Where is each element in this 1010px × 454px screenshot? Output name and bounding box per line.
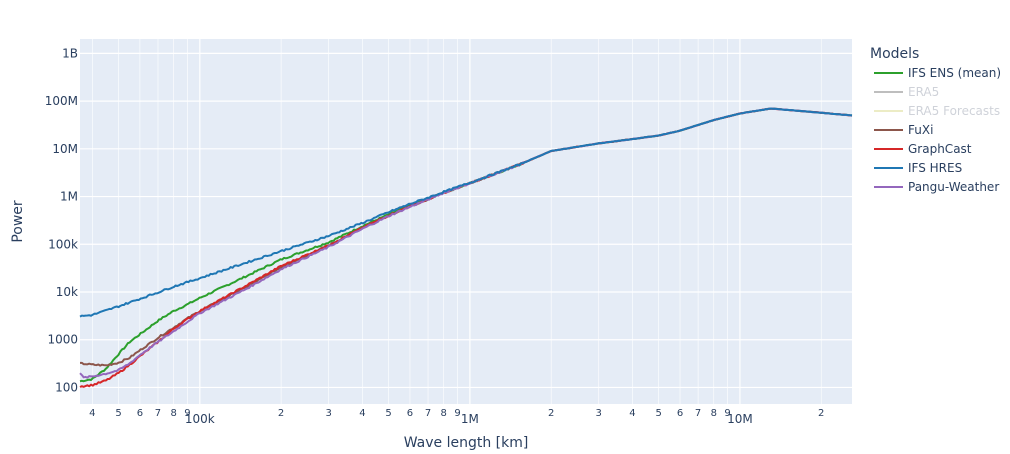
legend-label: FuXi: [908, 123, 933, 137]
legend-label: IFS ENS (mean): [908, 66, 1001, 80]
x-minor-tick-label: 9: [724, 408, 730, 419]
legend-item-ifs-hres[interactable]: IFS HRES: [874, 161, 962, 175]
x-minor-tick-label: 3: [596, 408, 602, 419]
x-major-tick-label: 10M: [727, 412, 753, 426]
x-minor-tick-label: 9: [454, 408, 460, 419]
x-minor-tick-label: 2: [278, 408, 284, 419]
y-tick-label: 1M: [60, 190, 78, 204]
x-major-tick-label: 100k: [185, 412, 215, 426]
x-minor-tick-label: 7: [155, 408, 161, 419]
x-minor-tick-label: 3: [325, 408, 331, 419]
x-minor-tick-label: 6: [407, 408, 413, 419]
x-minor-tick-label: 5: [655, 408, 661, 419]
y-tick-label: 10k: [56, 285, 78, 299]
legend-item-graphcast[interactable]: GraphCast: [874, 142, 972, 156]
x-minor-tick-label: 5: [385, 408, 391, 419]
legend-item-era5-forecasts[interactable]: ERA5 Forecasts: [874, 104, 1000, 118]
legend-item-era5[interactable]: ERA5: [874, 85, 939, 99]
x-minor-tick-label: 7: [425, 408, 431, 419]
legend-label: Pangu-Weather: [908, 180, 999, 194]
plot-area: [80, 39, 852, 404]
y-tick-label: 100M: [45, 94, 78, 108]
x-minor-tick-label: 8: [170, 408, 176, 419]
x-minor-tick-label: 2: [548, 408, 554, 419]
x-major-tick-label: 1M: [461, 412, 479, 426]
x-minor-tick-label: 6: [677, 408, 683, 419]
x-minor-tick-label: 6: [137, 408, 143, 419]
y-tick-label: 1000: [47, 333, 78, 347]
y-tick-label: 10M: [52, 142, 78, 156]
legend-label: ERA5: [908, 85, 939, 99]
x-minor-tick-label: 9: [184, 408, 190, 419]
legend-label: ERA5 Forecasts: [908, 104, 1000, 118]
x-minor-tick-label: 5: [115, 408, 121, 419]
legend-label: IFS HRES: [908, 161, 962, 175]
y-axis-ticks: 100 1000 10k 100k 1M 10M 100M 1B: [45, 46, 78, 394]
y-tick-label: 100k: [48, 237, 78, 251]
y-tick-label: 1B: [62, 46, 78, 60]
legend-item-ifs-ens-mean[interactable]: IFS ENS (mean): [874, 66, 1001, 80]
x-minor-tick-label: 2: [818, 408, 824, 419]
legend-title: Models: [870, 46, 919, 62]
grid-lines: [80, 39, 852, 404]
legend-item-pangu-weather[interactable]: Pangu-Weather: [874, 180, 999, 194]
y-tick-label: 100: [55, 380, 78, 394]
x-minor-tick-label: 4: [359, 408, 365, 419]
legend-item-fuxi[interactable]: FuXi: [874, 123, 933, 137]
series-lines: [79, 107, 853, 388]
x-minor-tick-label: 8: [711, 408, 717, 419]
y-axis-title: Power: [10, 200, 26, 243]
x-minor-tick-label: 4: [629, 408, 635, 419]
legend: Models IFS ENS (mean) ERA5 ERA5 Forecasts F…: [870, 46, 1001, 194]
x-axis-title: Wave length [km]: [404, 435, 529, 450]
x-minor-tick-label: 4: [89, 408, 95, 419]
series-line-ifs-hres: [79, 107, 853, 318]
x-minor-tick-label: 7: [695, 408, 701, 419]
legend-label: GraphCast: [908, 142, 972, 156]
x-minor-tick-label: 8: [441, 408, 447, 419]
